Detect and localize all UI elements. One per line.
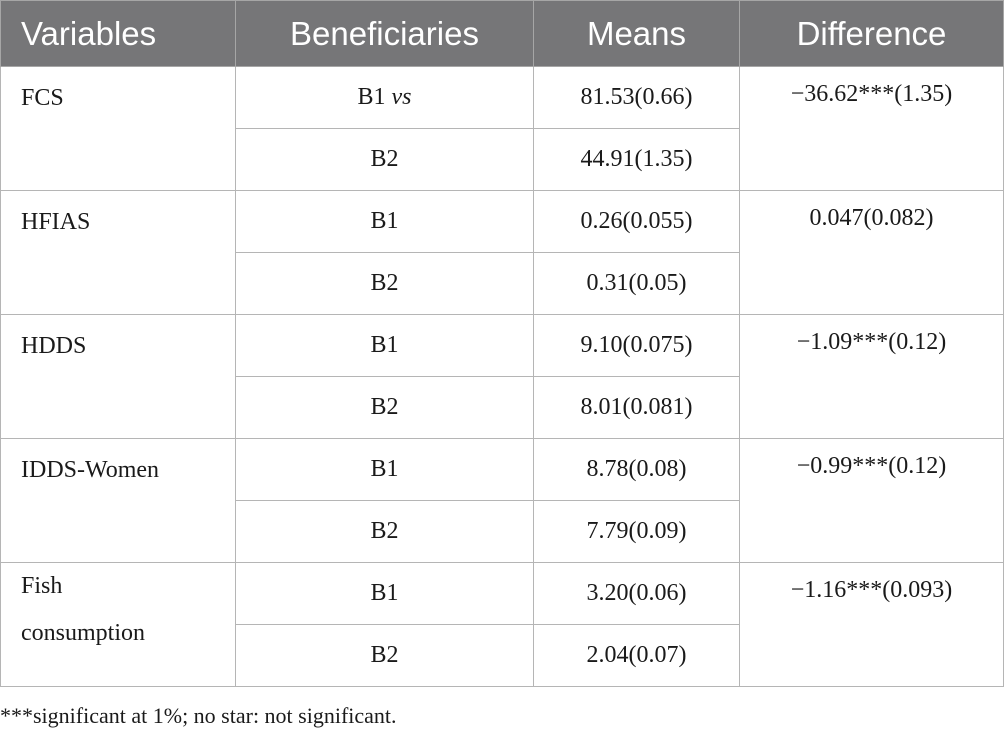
variable-label: HFIAS	[21, 209, 91, 235]
beneficiary-cell: B2	[235, 624, 534, 687]
header-row: Variables Beneficiaries Means Difference	[0, 0, 1004, 67]
mean-cell: 7.79(0.09)	[533, 500, 740, 563]
beneficiary-cell: B1	[235, 562, 534, 625]
beneficiary-cell: B2	[235, 376, 534, 439]
variable-label: FCS	[21, 85, 64, 111]
beneficiary-cell: B1	[235, 314, 534, 377]
variable-cell: HFIAS	[0, 190, 236, 315]
variable-cell: Fish consumption	[0, 562, 236, 687]
mean-cell: 8.01(0.081)	[533, 376, 740, 439]
table-row: HFIAS B1 0.26(0.055) 0.047(0.082)	[0, 190, 1004, 315]
beneficiary-cell: B1	[235, 190, 534, 253]
table-footnote: ***significant at 1%; no star: not signi…	[0, 703, 397, 728]
mean-cell: 2.04(0.07)	[533, 624, 740, 687]
vs-label: vs	[391, 84, 412, 110]
variable-label: Fish consumption	[21, 573, 145, 646]
difference-cell: −1.16***(0.093)	[739, 562, 1004, 687]
beneficiary-cell: B2	[235, 500, 534, 563]
mean-cell: 81.53(0.66)	[533, 66, 740, 129]
mean-cell: 9.10(0.075)	[533, 314, 740, 377]
difference-cell: −1.09***(0.12)	[739, 314, 1004, 439]
variable-cell: HDDS	[0, 314, 236, 439]
mean-cell: 3.20(0.06)	[533, 562, 740, 625]
variable-label: HDDS	[21, 333, 87, 359]
header-difference: Difference	[739, 0, 1004, 67]
variable-cell: IDDS-Women	[0, 438, 236, 563]
mean-cell: 0.26(0.055)	[533, 190, 740, 253]
difference-cell: 0.047(0.082)	[739, 190, 1004, 315]
difference-cell: −0.99***(0.12)	[739, 438, 1004, 563]
header-beneficiaries: Beneficiaries	[235, 0, 534, 67]
table-row: Fish consumption B1 3.20(0.06) −1.16***(…	[0, 562, 1004, 687]
table-row: IDDS-Women B1 8.78(0.08) −0.99***(0.12)	[0, 438, 1004, 563]
mean-cell: 0.31(0.05)	[533, 252, 740, 315]
table-row: B2 2.04(0.07)	[1, 624, 1004, 687]
beneficiary-cell: B1 vs	[235, 66, 534, 129]
table-row: FCS B1 vs 81.53(0.66) −36.62***(1.35)	[0, 66, 1004, 191]
mean-cell: 8.78(0.08)	[533, 438, 740, 501]
variable-label: IDDS-Women	[21, 457, 160, 483]
beneficiary-cell: B1	[235, 438, 534, 501]
header-means: Means	[533, 0, 740, 67]
difference-cell: −36.62***(1.35)	[739, 66, 1004, 191]
mean-cell: 44.91(1.35)	[533, 128, 740, 191]
variable-cell: FCS	[0, 66, 236, 191]
beneficiary-label: B1	[357, 84, 386, 110]
results-table: Variables Beneficiaries Means Difference…	[0, 0, 1004, 687]
beneficiary-cell: B2	[235, 252, 534, 315]
table-row: B2 44.91(1.35)	[1, 128, 1004, 191]
beneficiary-cell: B2	[235, 128, 534, 191]
table-row: HDDS B1 9.10(0.075) −1.09***(0.12)	[0, 314, 1004, 439]
header-variables: Variables	[0, 0, 236, 67]
